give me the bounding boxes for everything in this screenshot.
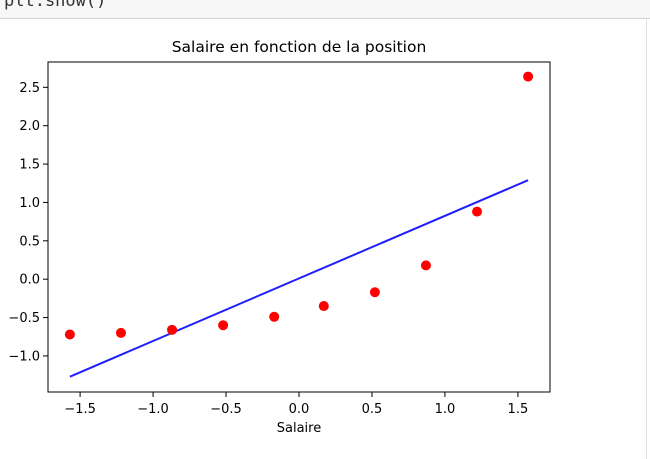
x-tick-label: 1.0 [435,402,456,417]
y-tick-label: 1.5 [19,158,40,173]
y-tick-label: 1.0 [19,196,40,211]
points-layer [64,71,534,340]
y-tick-label: 0.0 [19,273,40,288]
x-axis-label: Salaire [277,421,321,436]
x-tick-label: 0.0 [289,402,310,417]
y-tick-label: −0.5 [8,311,40,326]
data-point [318,301,329,312]
x-tick-label: −0.5 [210,402,242,417]
data-point [64,329,75,340]
y-tick-label: 2.0 [19,119,40,134]
chart-title: Salaire en fonction de la position [172,38,427,56]
y-tick-label: −1.0 [8,349,40,364]
ticks-layer: −1.5 −1.0 −0.5 0.0 0.5 1.0 1.5 −1.0 −0.5 0.0 0.5 1.… [8,81,528,417]
x-tick-label: 0.5 [362,402,383,417]
data-point [369,287,380,298]
data-point [115,327,126,338]
data-point [218,320,229,331]
code-line: plt.show() [4,0,107,11]
cell-right-border [646,18,647,459]
code-cell[interactable]: plt.show() [0,0,650,19]
plot-frame [47,61,551,393]
y-tick-label: 0.5 [19,234,40,249]
y-tick-label: 2.5 [19,81,40,96]
data-point [167,324,178,335]
x-tick-label: 1.5 [508,402,529,417]
x-tick-label: −1.0 [137,402,169,417]
data-point [472,206,483,217]
x-tick-label: −1.5 [64,402,96,417]
data-point [269,311,280,322]
regression-line [69,179,529,378]
data-point [523,71,534,82]
regression-line-layer [69,179,529,378]
data-point [420,260,431,271]
